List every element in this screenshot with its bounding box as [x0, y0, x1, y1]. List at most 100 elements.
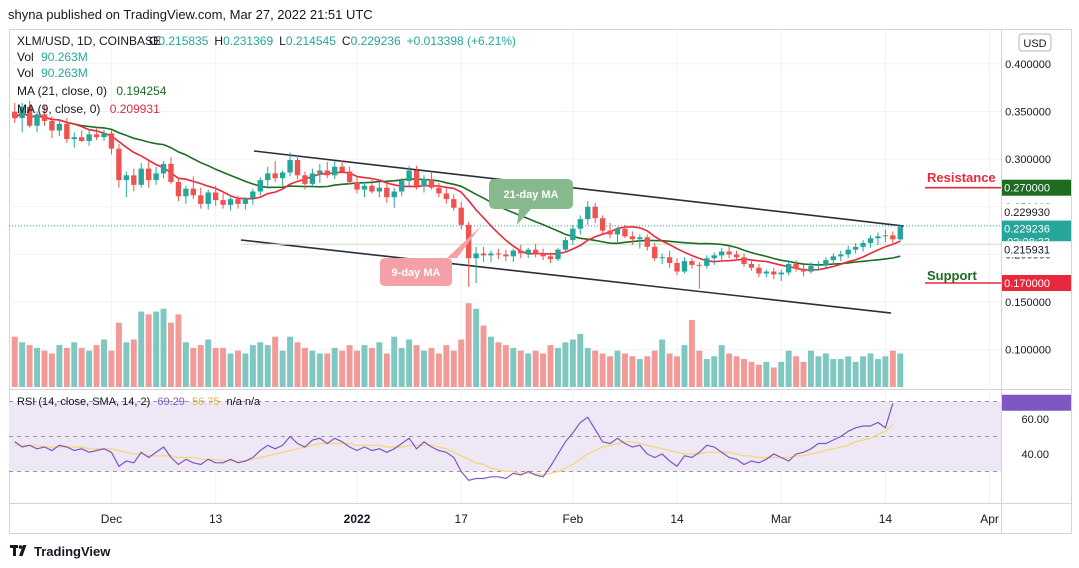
candle: [265, 166, 271, 188]
candle: [800, 264, 807, 277]
volume-bar: [644, 356, 651, 387]
candle: [480, 246, 487, 263]
candle: [681, 257, 688, 274]
candle-body: [800, 268, 807, 272]
legend-h-key: H: [214, 34, 223, 48]
volume-bar: [659, 339, 666, 387]
candle-body: [436, 187, 442, 194]
candle: [637, 234, 643, 249]
candle-body: [652, 246, 658, 259]
candle-body: [19, 106, 25, 119]
volume-bar: [562, 342, 569, 387]
candle: [324, 161, 330, 179]
legend-h-value: 0.231369: [223, 34, 273, 48]
rsi-legend-label: RSI (14, close, SMA, 14, 2): [17, 396, 150, 408]
candle-body: [503, 254, 509, 257]
candle: [428, 171, 435, 190]
volume-bar: [674, 356, 681, 387]
volume-bar: [41, 350, 48, 387]
candle: [287, 152, 293, 177]
time-tick-label: 13: [209, 512, 223, 526]
volume-bar: [785, 350, 792, 387]
rsi-legend-value: 69.29: [157, 396, 185, 408]
candle-body: [86, 134, 92, 141]
candle-body: [279, 172, 286, 179]
volume-bar: [138, 311, 145, 387]
candle-body: [242, 198, 249, 204]
currency-button[interactable]: USD: [1018, 33, 1052, 52]
time-tick-label: Feb: [563, 512, 584, 526]
candle: [198, 187, 204, 209]
candle-body: [361, 185, 368, 190]
rsi-tick-label: 40.00: [1021, 449, 1049, 461]
last-close-price-tag-bg: [1002, 203, 1071, 220]
volume-bar: [592, 350, 599, 387]
candle: [689, 258, 695, 269]
candle: [719, 247, 725, 262]
volume-bar: [703, 359, 710, 387]
volume-bar: [882, 356, 889, 387]
volume-bar: [800, 361, 807, 387]
candle-body: [265, 173, 271, 181]
candle-body: [332, 166, 338, 176]
volume-bar: [532, 350, 539, 387]
volume-bar: [488, 336, 494, 387]
volume-bar: [636, 359, 643, 387]
volume-bar: [681, 345, 688, 387]
candle-body: [183, 188, 189, 197]
candle-body: [763, 271, 770, 274]
candle-body: [644, 237, 650, 247]
candle-body: [808, 265, 814, 272]
candle: [629, 231, 636, 245]
candle: [458, 201, 464, 230]
candle-body: [12, 111, 18, 119]
candle-body: [719, 251, 725, 256]
volume-bar: [48, 353, 55, 387]
volume-bar: [778, 361, 785, 387]
volume-bar: [852, 361, 859, 387]
legend-o-key: O: [149, 34, 158, 48]
volume-bar: [234, 350, 241, 387]
candle-body: [890, 235, 896, 240]
volume-bar: [242, 353, 249, 387]
volume-bar: [101, 339, 107, 387]
volume-bar: [473, 308, 480, 387]
candlesticks: [12, 100, 903, 289]
candle: [399, 178, 405, 197]
chart-svg: XLM/USD, 1D, COINBASE O0.215835 H0.231369…: [9, 29, 1072, 534]
candle: [101, 129, 107, 141]
candle-body: [823, 260, 829, 265]
candle: [540, 248, 546, 261]
candle-body: [56, 123, 63, 131]
candle-body: [71, 137, 77, 140]
candle-body: [845, 249, 851, 255]
candle: [436, 182, 442, 198]
candle: [421, 175, 427, 193]
candle-body: [852, 246, 859, 250]
candle: [451, 194, 457, 211]
tradingview-brand[interactable]: TradingView: [34, 543, 111, 559]
price-tick-label: 0.150000: [1005, 297, 1051, 309]
chart-frame[interactable]: XLM/USD, 1D, COINBASE O0.215835 H0.231369…: [9, 29, 1072, 534]
volume-bar: [845, 356, 852, 387]
time-tick-label: 14: [670, 512, 684, 526]
candle: [131, 168, 137, 192]
candle: [622, 224, 628, 239]
candle-body: [666, 257, 673, 263]
ma9-price-tag-bg: [1002, 241, 1071, 258]
candle-body: [123, 175, 130, 181]
candle: [875, 232, 881, 245]
volume-bar: [398, 347, 405, 387]
candle: [778, 269, 784, 282]
candle: [793, 260, 799, 272]
candle: [339, 160, 345, 174]
legend-ma9-label: MA (9, close, 0): [17, 102, 100, 116]
candle: [317, 163, 323, 183]
legend-vol2: Vol 90.263M: [17, 66, 88, 80]
legend-vol1: Vol 90.263M: [17, 50, 88, 64]
candle-body: [741, 257, 747, 264]
tradingview-logo-icon[interactable]: [10, 545, 30, 557]
volume-bar: [391, 336, 398, 387]
candle: [406, 165, 412, 188]
candle: [465, 222, 472, 287]
